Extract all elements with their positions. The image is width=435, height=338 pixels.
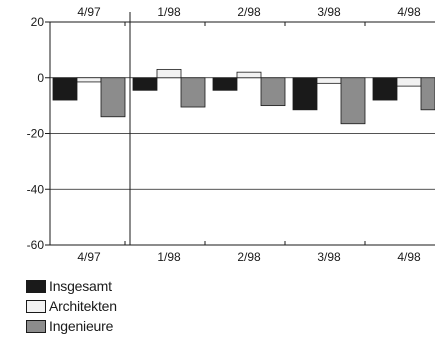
x-label-top: 2/98 (237, 5, 261, 19)
y-tick-label: -60 (27, 238, 45, 252)
legend-item-architekten: Architekten (26, 296, 117, 316)
legend-swatch-ingenieure (26, 319, 46, 333)
legend-label-ingenieure: Ingenieure (49, 318, 114, 334)
x-label-bottom: 2/98 (237, 250, 261, 264)
x-label-bottom: 4/98 (397, 250, 421, 264)
legend-swatch-architekten (26, 299, 46, 313)
bar-insgesamt-1-98 (132, 77, 158, 91)
x-label-bottom: 3/98 (317, 250, 341, 264)
bar-ingenieure-3-98 (340, 77, 366, 125)
bar-ingenieure-1-98 (180, 77, 206, 108)
x-label-bottom: 4/97 (77, 250, 101, 264)
bar-insgesamt-4-98 (372, 77, 398, 101)
x-label-top: 4/97 (77, 5, 101, 19)
bar-architekten-1-98 (156, 68, 182, 79)
x-label-top: 1/98 (157, 5, 181, 19)
legend-item-ingenieure: Ingenieure (26, 316, 117, 336)
bar-architekten-2-98 (236, 71, 262, 79)
legend-label-insgesamt: Insgesamt (49, 278, 112, 294)
y-tick-label: 20 (31, 15, 45, 29)
bar-architekten-4-97 (76, 77, 102, 83)
legend-swatch-insgesamt (26, 279, 46, 293)
y-tick-label: 0 (37, 71, 44, 85)
legend-label-architekten: Architekten (49, 298, 117, 314)
x-label-top: 4/98 (397, 5, 421, 19)
bar-insgesamt-2-98 (212, 77, 238, 91)
y-tick-label: -40 (27, 182, 45, 196)
bar-ingenieure-4-97 (100, 77, 126, 118)
bar-ingenieure-2-98 (260, 77, 286, 107)
x-label-bottom: 1/98 (157, 250, 181, 264)
bar-insgesamt-4-97 (52, 77, 78, 101)
bar-ingenieure-4-98 (420, 77, 435, 111)
x-label-top: 3/98 (317, 5, 341, 19)
legend-item-insgesamt: Insgesamt (26, 276, 117, 296)
legend: Insgesamt Architekten Ingenieure (26, 276, 117, 336)
bar-architekten-4-98 (396, 77, 422, 87)
y-tick-label: -20 (27, 127, 45, 141)
bar-insgesamt-3-98 (292, 77, 318, 111)
bar-architekten-3-98 (316, 77, 342, 84)
